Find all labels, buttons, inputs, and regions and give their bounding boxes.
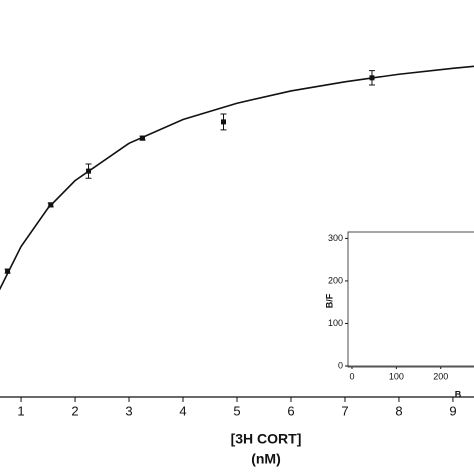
data-point: [5, 268, 11, 274]
x-axis-unit: (nM): [251, 451, 281, 467]
x-tick-label: 2: [71, 403, 78, 418]
x-tick-label: 5: [233, 403, 240, 418]
inset-frame: [347, 231, 474, 368]
data-point: [369, 75, 375, 81]
x-tick-label: 100: [389, 371, 404, 381]
x-axis-title: [3H CORT]: [231, 431, 302, 447]
y-tick-label: 100: [328, 318, 343, 328]
y-tick-label: 0: [338, 360, 343, 370]
data-point: [140, 135, 146, 141]
inset-x-title: B: [455, 389, 462, 399]
x-tick-label: 0: [349, 371, 354, 381]
y-tick-label: 200: [328, 275, 343, 285]
data-point: [221, 119, 227, 125]
x-tick-label: 1: [17, 403, 24, 418]
x-tick-label: 8: [395, 403, 402, 418]
x-tick-label: 4: [179, 403, 186, 418]
data-point: [48, 202, 54, 208]
y-tick-label: 300: [328, 233, 343, 243]
x-tick-label: 6: [287, 403, 294, 418]
data-point: [86, 168, 92, 174]
x-tick-label: 7: [341, 403, 348, 418]
fit-line: [0, 65, 474, 291]
inset-y-title: B/F: [324, 293, 334, 308]
x-tick-label: 3: [125, 403, 132, 418]
x-tick-label: 200: [433, 371, 448, 381]
x-tick-label: 9: [449, 403, 456, 418]
